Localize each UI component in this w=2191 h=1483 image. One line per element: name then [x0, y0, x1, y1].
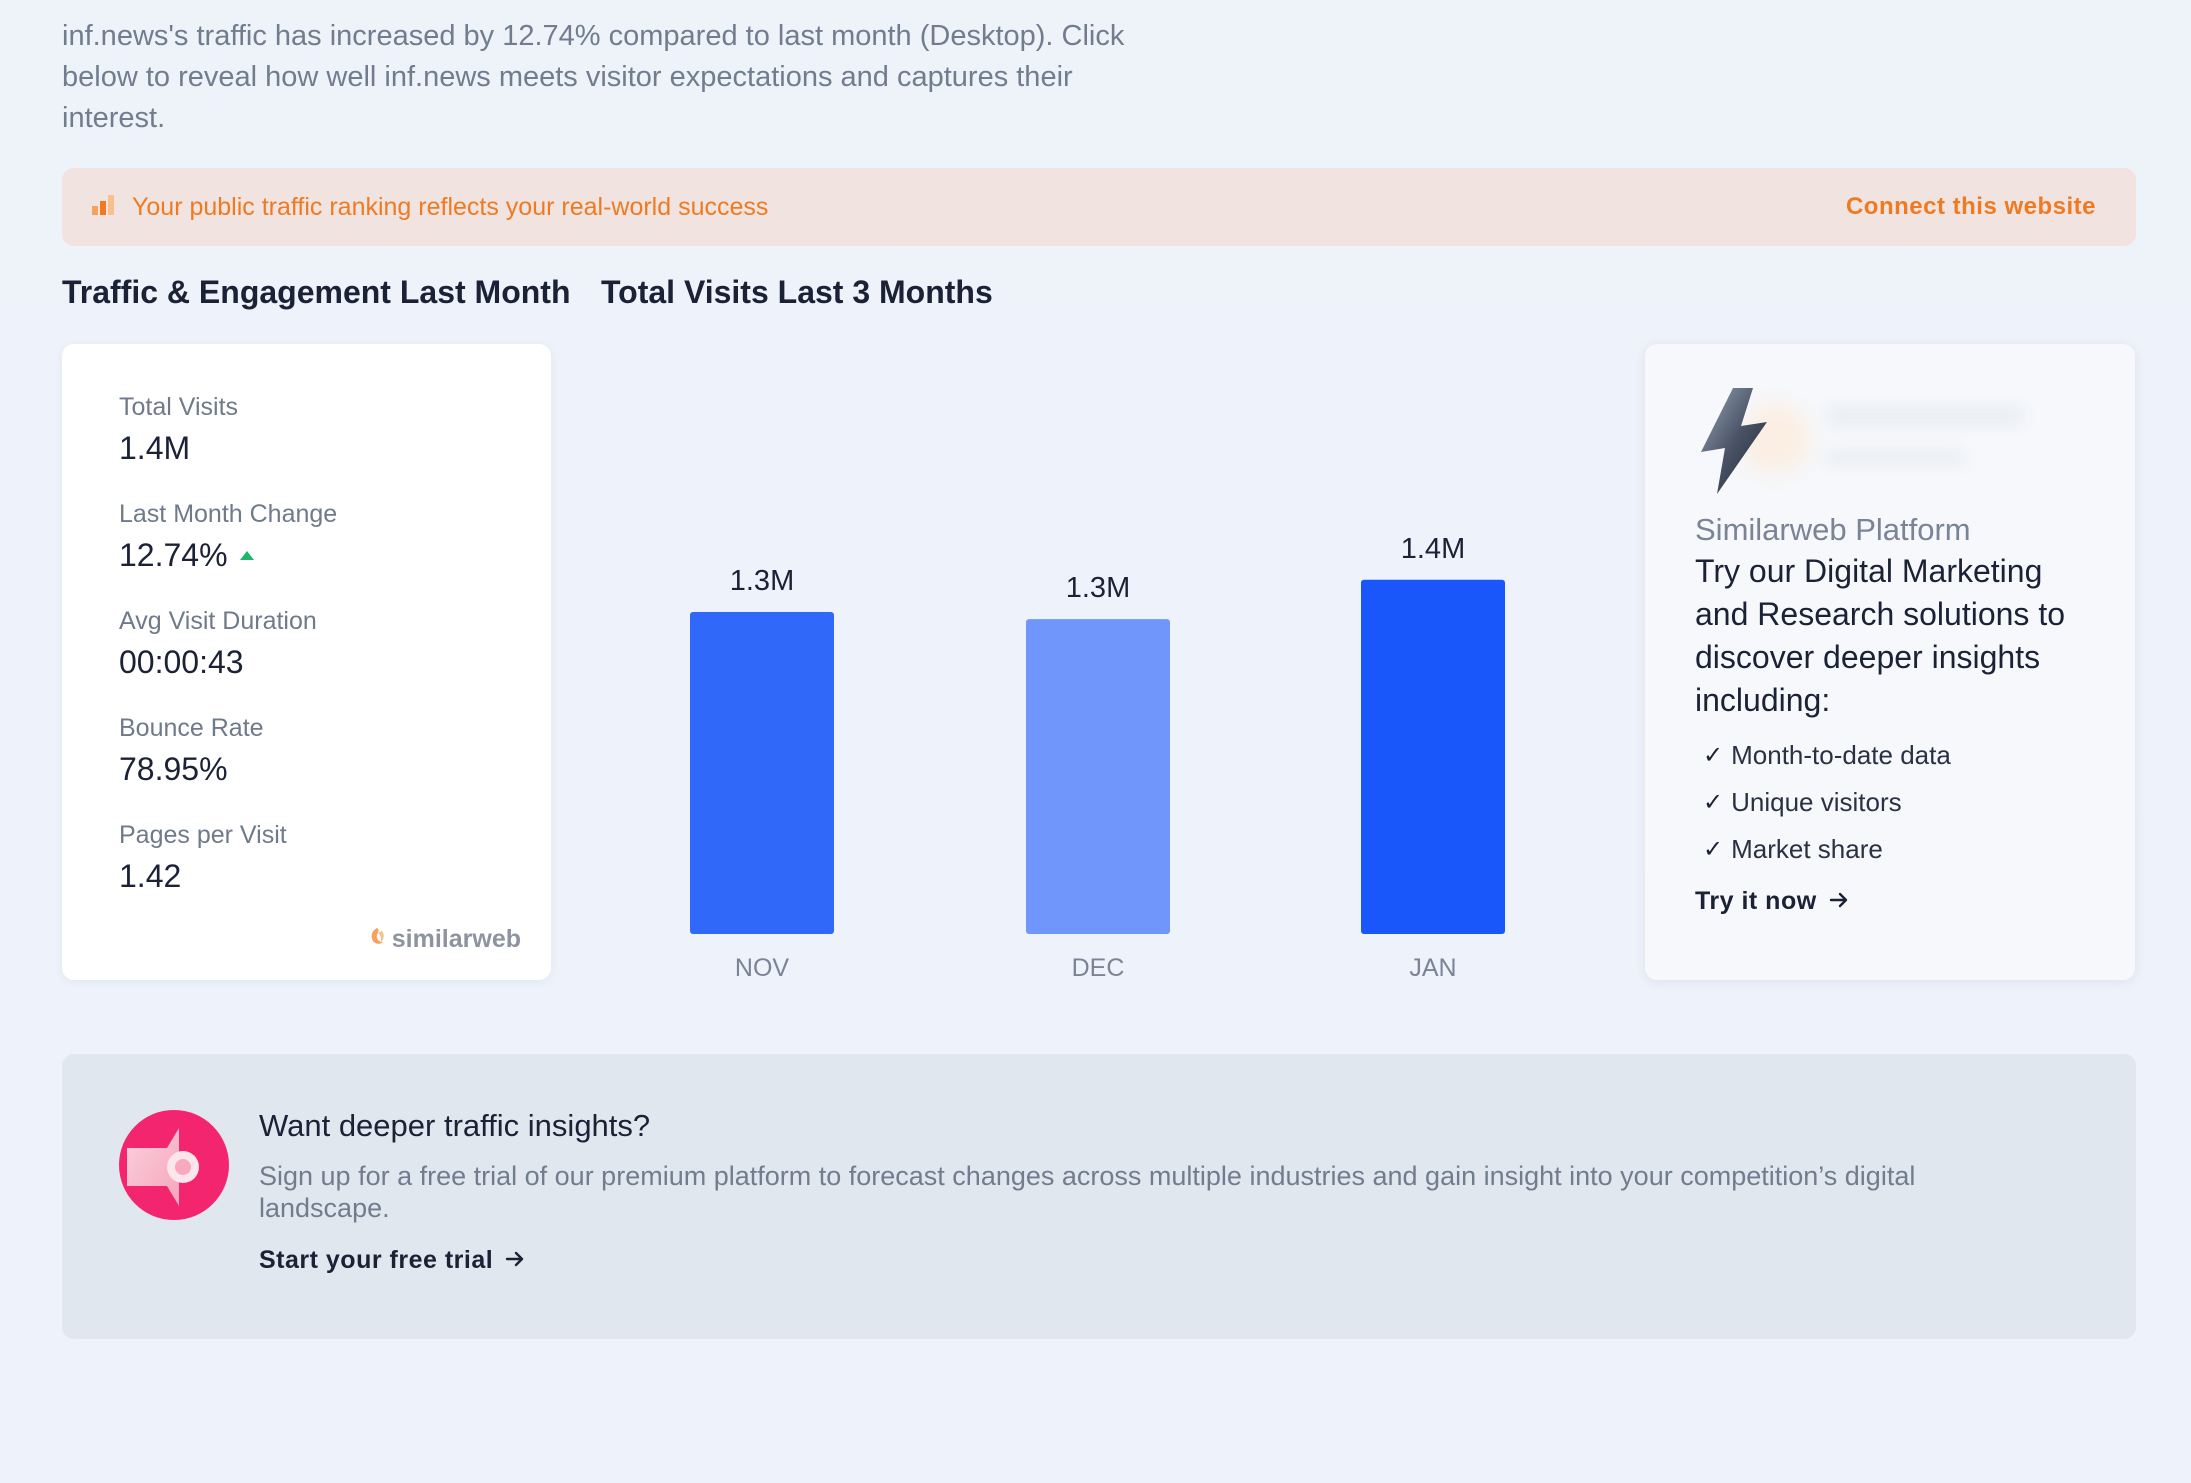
bar-value-label: 1.3M — [1066, 572, 1130, 604]
promo-feature-label: Month-to-date data — [1731, 740, 1951, 770]
similarweb-logo-icon — [368, 925, 386, 954]
connect-website-link[interactable]: Connect this website — [1845, 193, 2096, 220]
arrow-right-icon — [1829, 887, 1849, 916]
connect-banner: Your public traffic ranking reflects you… — [62, 168, 2136, 246]
metric-value: 12.74% — [119, 537, 228, 573]
metric-value: 1.42 — [119, 858, 182, 894]
bar-value-label: 1.4M — [1401, 533, 1465, 565]
similarweb-logo-text: similarweb — [391, 925, 521, 953]
blurred-decoration — [1825, 404, 2025, 428]
metric-label: Bounce Rate — [119, 714, 264, 742]
megaphone-icon — [119, 1110, 229, 1220]
bar-dec[interactable] — [1026, 619, 1170, 934]
bar-jan[interactable] — [1361, 579, 1505, 934]
metric-label: Avg Visit Duration — [119, 607, 317, 635]
insight-title: Want deeper traffic insights? — [259, 1108, 651, 1143]
metric-value-row: 12.74% — [119, 533, 551, 577]
try-it-now-link[interactable]: Try it now — [1695, 887, 1849, 916]
try-it-now-label: Try it now — [1695, 887, 1817, 915]
promo-eyebrow: Similarweb Platform — [1695, 512, 1971, 547]
similarweb-logo: similarweb — [368, 925, 521, 954]
metric-value: 78.95% — [119, 751, 228, 787]
promo-feature-item: ✓ Market share — [1695, 826, 2095, 873]
checkmark-icon: ✓ — [1703, 836, 1724, 863]
visits-section-title: Total Visits Last 3 Months — [601, 274, 993, 310]
metric-value-row: 1.4M — [119, 426, 551, 470]
metric-value-row: 78.95% — [119, 747, 551, 791]
metric-value-row: 1.42 — [119, 854, 551, 898]
metric-total-visits: Total Visits 1.4M — [119, 392, 551, 499]
metric-bounce-rate: Bounce Rate 78.95% — [119, 713, 551, 820]
promo-feature-list: ✓ Month-to-date data ✓ Unique visitors ✓ Ma… — [1695, 732, 2095, 873]
metric-last-month-change: Last Month Change 12.74% — [119, 499, 551, 606]
platform-promo-card: Similarweb Platform Try our Digital Mark… — [1645, 344, 2135, 980]
arrow-right-icon — [505, 1246, 525, 1275]
blurred-decoration — [1825, 449, 1965, 467]
banner-message: Your public traffic ranking reflects you… — [132, 192, 769, 221]
start-free-trial-link[interactable]: Start your free trial — [259, 1246, 525, 1275]
metric-label: Last Month Change — [119, 500, 338, 528]
visits-chart-svg: 1.3M NOV 1.3M DEC 1.4M JAN — [690, 533, 1505, 982]
visits-chart: 1.3M NOV 1.3M DEC 1.4M JAN — [600, 344, 1620, 984]
trend-up-icon — [239, 550, 254, 560]
promo-feature-label: Market share — [1731, 834, 1883, 864]
bar-nov[interactable] — [690, 612, 834, 934]
bar-value-label: 1.3M — [730, 565, 794, 597]
promo-title: Try our Digital Marketing and Research s… — [1695, 553, 2065, 718]
x-axis-tick-label: NOV — [735, 954, 790, 982]
insight-text: Sign up for a free trial of our premium … — [259, 1161, 1916, 1223]
insight-body: Want deeper traffic insights? Sign up fo… — [259, 1108, 2076, 1339]
metric-avg-visit-duration: Avg Visit Duration 00:00:43 — [119, 606, 551, 713]
metric-value: 00:00:43 — [119, 644, 244, 680]
metric-pages-per-visit: Pages per Visit 1.42 — [119, 820, 551, 927]
metrics-card: Total Visits 1.4M Last Month Change 12.7… — [62, 344, 551, 980]
checkmark-icon: ✓ — [1703, 742, 1724, 769]
metric-value-row: 00:00:43 — [119, 640, 551, 684]
start-free-trial-label: Start your free trial — [259, 1246, 494, 1274]
intro-text: inf.news's traffic has increased by 12.7… — [62, 20, 1125, 134]
banner-left: Your public traffic ranking reflects you… — [92, 193, 768, 222]
promo-feature-item: ✓ Unique visitors — [1695, 779, 2095, 826]
metric-label: Pages per Visit — [119, 821, 287, 849]
promo-feature-item: ✓ Month-to-date data — [1695, 732, 2095, 779]
metric-value: 1.4M — [119, 430, 191, 466]
lightning-bolt-icon — [1695, 386, 1775, 496]
checkmark-icon: ✓ — [1703, 789, 1724, 816]
engagement-section-title: Traffic & Engagement Last Month — [62, 274, 571, 310]
x-axis-tick-label: JAN — [1409, 954, 1456, 982]
deeper-insights-box: Want deeper traffic insights? Sign up fo… — [62, 1054, 2136, 1339]
promo-feature-label: Unique visitors — [1731, 787, 1902, 817]
bar-chart-icon — [92, 194, 114, 220]
x-axis-tick-label: DEC — [1072, 954, 1125, 982]
metric-label: Total Visits — [119, 393, 239, 421]
